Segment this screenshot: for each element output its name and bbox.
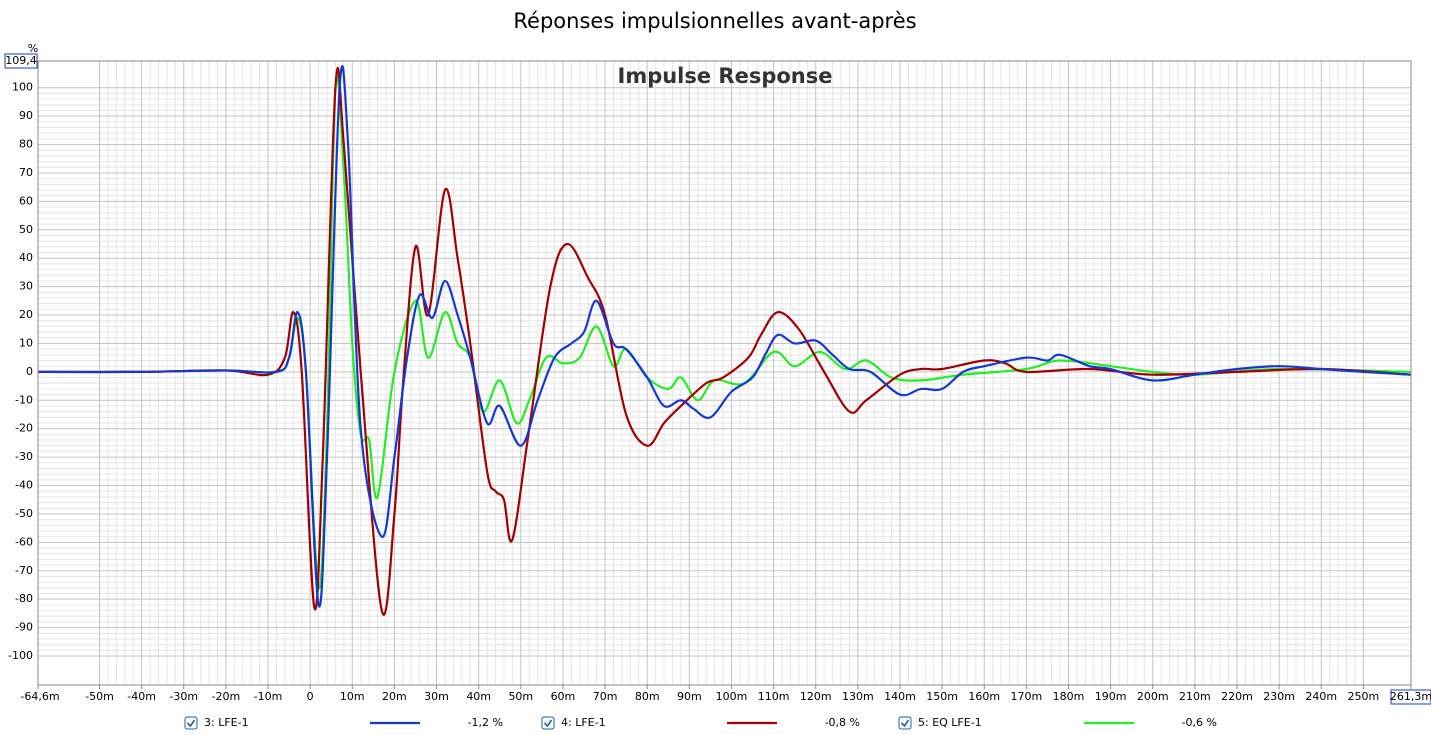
x-tick-label: 10m [340, 690, 365, 703]
x-tick-label: 60m [551, 690, 576, 703]
x-tick-label: 150m [926, 690, 958, 703]
legend: 3: LFE-1 -1,2 % 4: LFE-1 -0,8 % 5: EQ LFE-1 -… [184, 716, 1217, 730]
x-tick-label: 200m [1137, 690, 1169, 703]
x-tick-label: 240m [1305, 690, 1337, 703]
series-line [38, 67, 1411, 616]
x-tick-label: 261,3m [1390, 690, 1431, 703]
x-tick-label: 180m [1053, 690, 1085, 703]
x-tick-label: 100m [716, 690, 748, 703]
curves [38, 65, 1411, 616]
x-tick-label: 30m [424, 690, 449, 703]
legend-name: 3: LFE-1 [204, 716, 249, 729]
plot-frame [37, 60, 1412, 686]
y-tick-label: 100 [12, 81, 33, 94]
y-tick-label: 109,4 [5, 54, 37, 67]
y-tick-label: 0 [26, 365, 33, 378]
legend-value: -0,8 % [825, 716, 860, 729]
x-tick-label: 0 [307, 690, 314, 703]
x-tick-label: 250m [1348, 690, 1380, 703]
legend-name: 4: LFE-1 [561, 716, 606, 729]
legend-checkbox[interactable] [898, 716, 912, 730]
x-tick-label: 230m [1263, 690, 1295, 703]
y-tick-label: 80 [19, 138, 33, 151]
x-tick-label: 40m [466, 690, 491, 703]
y-tick-label: -40 [15, 479, 33, 492]
y-tick-label: 70 [19, 166, 33, 179]
legend-value: -1,2 % [468, 716, 503, 729]
x-tick-label: 170m [1010, 690, 1042, 703]
y-tick-label: 10 [19, 336, 33, 349]
x-tick-label: -30m [169, 690, 198, 703]
x-tick-label: -40m [127, 690, 156, 703]
y-tick-label: -80 [15, 592, 33, 605]
y-tick-label: 90 [19, 109, 33, 122]
y-limit-box [4, 53, 38, 69]
y-tick-label: 30 [19, 280, 33, 293]
y-tick-label: 40 [19, 251, 33, 264]
x-tick-label: 210m [1179, 690, 1211, 703]
series-line [38, 65, 1411, 608]
x-tick-label: 50m [508, 690, 533, 703]
y-tick-label: -20 [15, 422, 33, 435]
x-tick-label: 190m [1095, 690, 1127, 703]
legend-checkbox[interactable] [184, 716, 198, 730]
legend-check [543, 719, 553, 728]
y-tick-label: 20 [19, 308, 33, 321]
x-tick-label: 20m [382, 690, 407, 703]
x-tick-label: -50m [85, 690, 114, 703]
y-unit: % [28, 42, 38, 55]
x-tick-label: 120m [800, 690, 832, 703]
legend-check [900, 719, 910, 728]
y-tick-label: -30 [15, 450, 33, 463]
x-tick-label: 70m [593, 690, 618, 703]
x-tick-label: 110m [758, 690, 790, 703]
y-tick-label: -90 [15, 621, 33, 634]
chart-subtitle: Impulse Response [618, 64, 833, 88]
legend-check [186, 719, 196, 728]
y-tick-label: 50 [19, 223, 33, 236]
x-tick-label: -20m [212, 690, 241, 703]
y-tick-label: 60 [19, 194, 33, 207]
legend-name: 5: EQ LFE-1 [918, 716, 982, 729]
x-tick-label: 90m [677, 690, 702, 703]
x-tick-label: 220m [1221, 690, 1253, 703]
x-tick-label: 160m [968, 690, 1000, 703]
y-tick-label: -70 [15, 564, 33, 577]
legend-value: -0,6 % [1182, 716, 1217, 729]
legend-checkbox[interactable] [541, 716, 555, 730]
x-limit-box [1390, 689, 1431, 705]
chart-title: Réponses impulsionnelles avant-après [513, 9, 916, 33]
y-tick-label: -50 [15, 507, 33, 520]
x-tick-label: 80m [635, 690, 660, 703]
x-tick-label: 130m [842, 690, 874, 703]
y-tick-label: -10 [15, 393, 33, 406]
x-tick-label: -64,6m [20, 690, 59, 703]
y-tick-label: -100 [8, 649, 33, 662]
x-tick-label: -10m [254, 690, 283, 703]
x-tick-label: 140m [884, 690, 916, 703]
y-tick-label: -60 [15, 535, 33, 548]
